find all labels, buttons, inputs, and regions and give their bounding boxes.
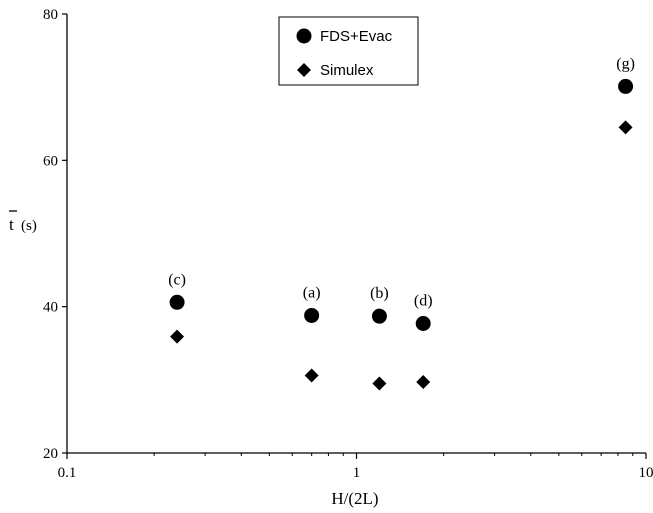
x-tick-label: 0.1 bbox=[58, 465, 77, 481]
x-axis-label: H/(2L) bbox=[331, 489, 378, 508]
data-point-circle bbox=[415, 315, 431, 331]
legend-marker-diamond bbox=[297, 63, 311, 77]
data-point-diamond bbox=[304, 368, 319, 383]
y-tick-label: 60 bbox=[43, 153, 58, 169]
y-tick-label: 20 bbox=[43, 446, 58, 462]
y-tick-label: 40 bbox=[43, 300, 58, 316]
y-tick-label: 80 bbox=[43, 7, 58, 23]
data-point-diamond bbox=[372, 376, 387, 391]
point-label: (b) bbox=[370, 285, 389, 302]
data-point-circle bbox=[304, 307, 320, 323]
series-fds-evac bbox=[169, 78, 634, 331]
x-tick-label: 10 bbox=[639, 465, 653, 481]
data-point-circle bbox=[618, 78, 634, 94]
legend: FDS+Evac Simulex bbox=[278, 16, 419, 86]
data-point-diamond bbox=[170, 329, 185, 344]
legend-marker-circle bbox=[296, 28, 312, 44]
point-labels: (c) (a) (b) (d) (g) bbox=[168, 55, 635, 309]
data-point-diamond bbox=[618, 120, 633, 135]
data-point-diamond bbox=[416, 375, 431, 390]
point-label: (g) bbox=[616, 55, 635, 72]
y-axis-label-unit: (s) bbox=[21, 218, 37, 234]
y-axis-label-symbol: t bbox=[9, 215, 14, 234]
legend-label: FDS+Evac bbox=[320, 28, 393, 45]
legend-label: Simulex bbox=[320, 62, 374, 79]
point-label: (d) bbox=[414, 292, 433, 309]
y-axis-label: t (s) bbox=[9, 210, 37, 234]
point-label: (a) bbox=[303, 284, 321, 301]
ticks: 20 40 60 80 0.1 1 10 bbox=[43, 7, 653, 481]
data-point-circle bbox=[169, 294, 185, 310]
point-label: (c) bbox=[168, 271, 186, 288]
data-marks bbox=[169, 78, 634, 391]
series-simulex bbox=[170, 120, 633, 391]
data-point-circle bbox=[371, 308, 387, 324]
x-tick-label: 1 bbox=[353, 465, 361, 481]
